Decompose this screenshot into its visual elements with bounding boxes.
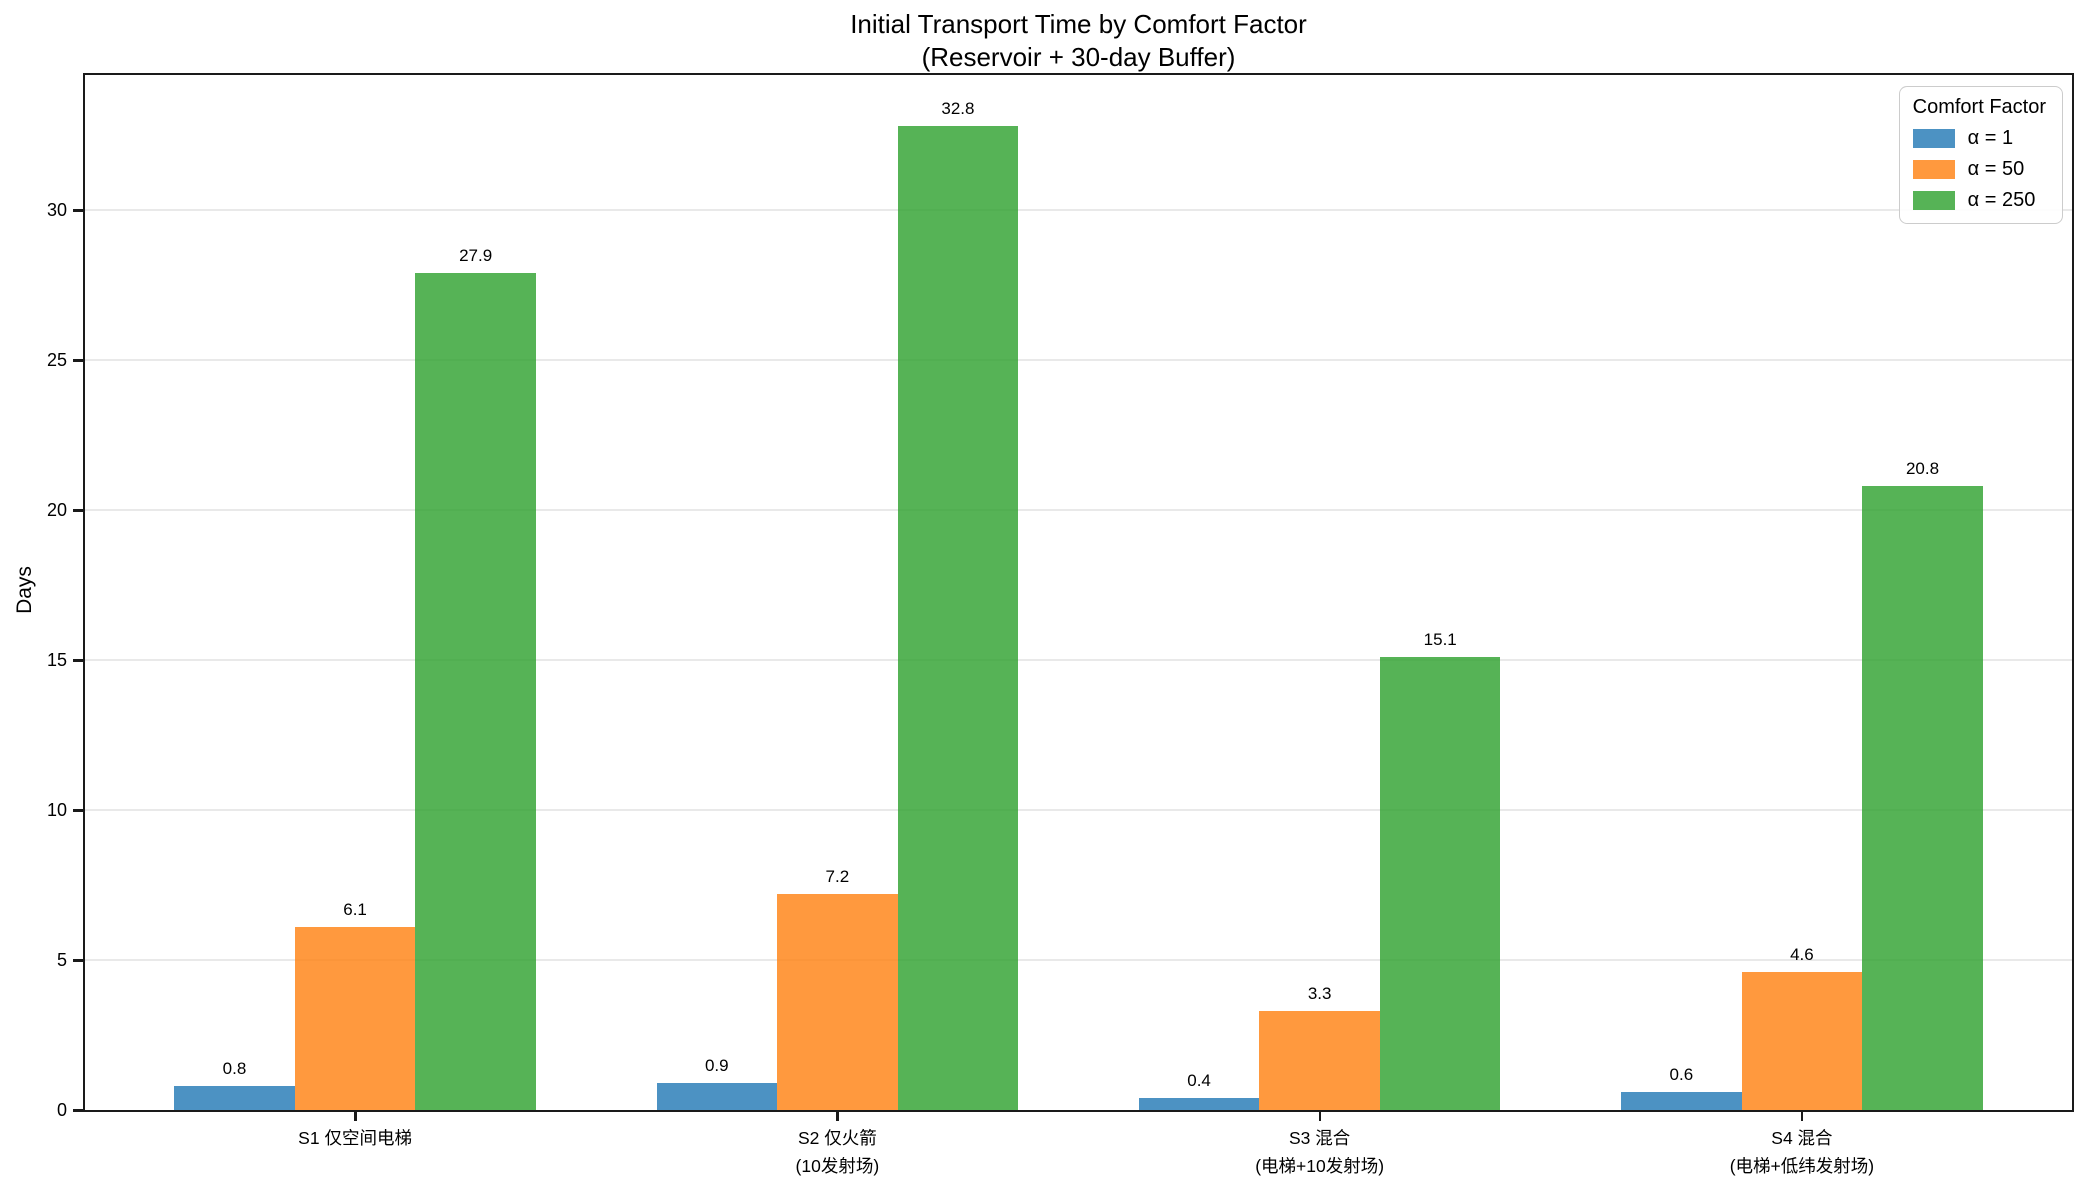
bar-series2-group4 [1741,972,1863,1110]
bar-series1-group4 [1621,1092,1742,1110]
y-tick-label-10: 10 [46,800,67,820]
legend-swatch [1912,129,1955,148]
bar-value-label: 6.1 [343,900,367,919]
legend-entry-label: α = 50 [1967,158,2025,180]
legend-swatch [1912,191,1955,210]
x-category-label-line1: S2 仅火箭 [797,1128,877,1148]
y-tick-label-30: 30 [46,200,67,220]
bar-value-label: 7.2 [825,867,850,886]
y-tick-mark [73,359,83,362]
legend-title: Comfort Factor [1912,96,2046,118]
bar-value-label: 0.4 [1187,1071,1211,1090]
bar-series1-group1 [174,1086,295,1110]
legend-items: α = 1 α = 50 α = 250 [1912,127,2046,212]
bar-series3-group1 [415,273,536,1110]
gridline-30 [85,209,2072,211]
chart-title-line1: Initial Transport Time by Comfort Factor [850,9,1307,39]
x-category-label-2: S2 仅火箭 (10发射场) [796,1124,880,1180]
x-category-label-4: S4 混合 (电梯+低纬发射场) [1730,1124,1874,1180]
x-category-label-line1: S3 混合 [1289,1128,1351,1148]
y-tick-mark [73,959,83,962]
bar-value-label: 0.9 [704,1056,729,1075]
bar-value-label: 0.8 [222,1059,247,1078]
bar-series2-group3 [1259,1011,1380,1110]
x-category-label-line1: S4 混合 [1771,1128,1833,1148]
bar-series3-group2 [897,126,1019,1110]
y-tick-mark [73,659,83,662]
gridline-10 [85,809,2072,811]
bar-series1-group2 [656,1083,778,1110]
bar-value-label: 0.6 [1669,1065,1694,1084]
x-category-label-line2: (10发射场) [795,1156,880,1176]
y-tick-mark [73,509,83,512]
legend-entry-3: α = 250 [1912,189,2046,212]
bar-value-label: 27.9 [459,246,493,265]
y-tick-label-0: 0 [56,1100,67,1120]
bar-value-label: 32.8 [941,99,975,118]
x-category-label-line2: (电梯+低纬发射场) [1729,1156,1875,1176]
x-tick-mark [1318,1112,1322,1121]
bar-value-label: 15.1 [1423,630,1457,649]
y-tick-label-20: 20 [46,500,67,520]
y-tick-label-25: 25 [46,350,67,370]
y-tick-label-5: 5 [56,950,67,970]
bar-series3-group4 [1862,486,1983,1110]
legend-entry-label: α = 1 [1967,127,2014,149]
y-tick-mark [73,1109,83,1112]
plot-area: 0.8 6.1 27.9 0.9 7.2 32.8 0.4 3.3 15.1 0.6 4.6 20.8… [83,73,2074,1112]
x-category-label-3: S3 混合 (电梯+10发射场) [1255,1124,1384,1180]
legend-swatch [1912,160,1955,179]
chart-title-line2: (Reservoir + 30-day Buffer) [921,42,1236,72]
legend: Comfort Factor α = 1 α = 50 α = 250 [1898,86,2063,224]
chart-title: Initial Transport Time by Comfort Factor… [83,8,2074,74]
legend-entry-1: α = 1 [1912,127,2046,150]
x-category-label-line2: (电梯+10发射场) [1255,1156,1385,1176]
bar-series1-group3 [1138,1098,1260,1110]
bar-series3-group3 [1379,657,1501,1110]
legend-entry-2: α = 50 [1912,158,2046,181]
bar-series2-group1 [294,927,416,1110]
bar-value-label: 3.3 [1307,984,1332,1003]
x-tick-mark [354,1112,357,1121]
x-tick-mark [836,1112,839,1121]
gridline-15 [85,659,2072,661]
x-tick-mark [1800,1112,1804,1121]
y-tick-label-15: 15 [46,650,67,670]
y-tick-mark [73,809,83,812]
x-category-label-line1: S1 仅空间电梯 [298,1128,412,1148]
legend-entry-label: α = 250 [1967,189,2036,211]
gridline-25 [85,359,2072,361]
bar-value-label: 4.6 [1790,945,1814,964]
y-tick-mark [73,209,83,212]
bar-series2-group2 [777,894,898,1110]
y-axis-label: Days [13,566,36,614]
gridline-20 [85,509,2072,511]
bar-value-label: 20.8 [1905,459,1940,478]
gridline-5 [85,959,2072,961]
x-category-label-1: S1 仅空间电梯 [298,1124,412,1152]
